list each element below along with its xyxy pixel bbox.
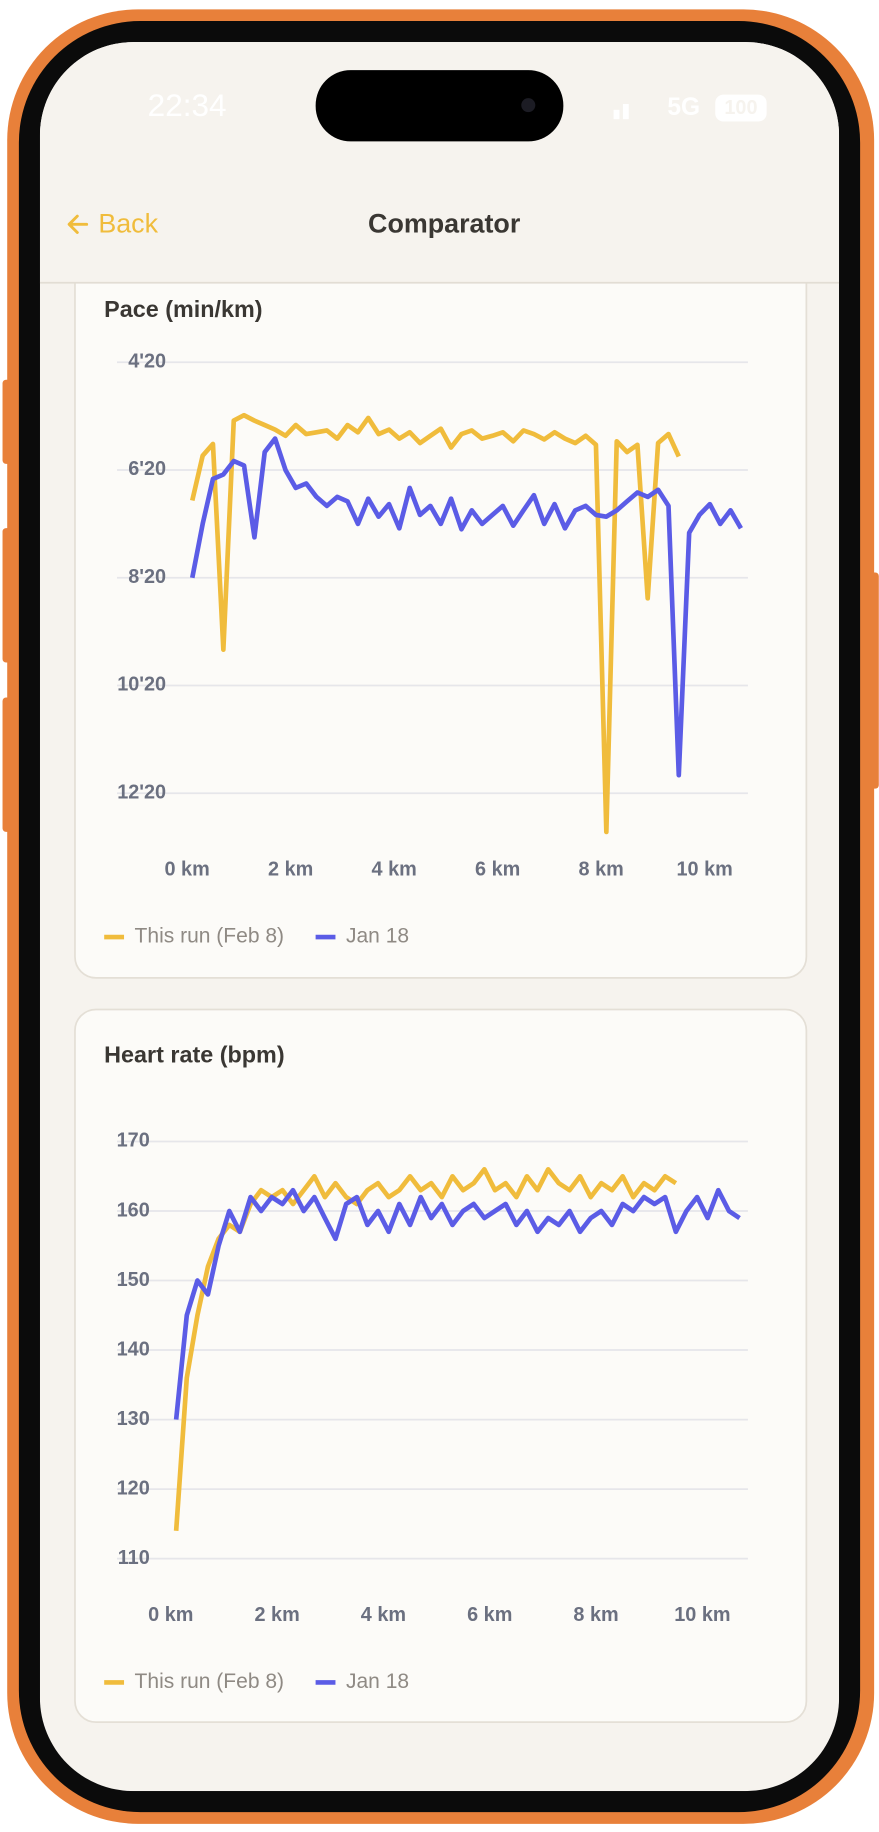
side-button	[2, 379, 12, 464]
legend-label: Jan 18	[346, 925, 409, 948]
x-tick-label: 6 km	[475, 859, 520, 881]
series-line	[173, 1166, 678, 1531]
series-line	[189, 412, 681, 835]
y-tick-label: 140	[117, 1338, 150, 1360]
legend-label: This run (Feb 8)	[135, 1670, 285, 1693]
y-tick-label: 160	[117, 1199, 150, 1221]
x-tick-label: 0 km	[148, 1604, 193, 1626]
signal-icon	[613, 109, 620, 120]
battery-level: 100	[724, 97, 757, 119]
camera	[521, 98, 536, 113]
legend-label: This run (Feb 8)	[135, 925, 285, 948]
x-tick-label: 6 km	[467, 1604, 512, 1626]
x-tick-label: 8 km	[573, 1604, 618, 1626]
x-tick-label: 10 km	[674, 1604, 730, 1626]
y-tick-label: 130	[117, 1408, 150, 1430]
pace-card: Pace (min/km) 4'20 6'20 8'20 10'20 12'20 0 km…	[74, 244, 808, 979]
y-tick-label: 8'20	[128, 566, 166, 588]
x-tick-label: 0 km	[164, 859, 209, 881]
y-tick-label: 110	[118, 1547, 150, 1569]
side-button	[2, 528, 12, 663]
side-button	[869, 572, 879, 789]
dynamic-island	[315, 70, 564, 142]
y-tick-label: 6'20	[128, 458, 166, 480]
back-arrow[interactable]	[67, 214, 89, 234]
y-tick-label: 12'20	[117, 781, 166, 803]
x-tick-label: 4 km	[361, 1604, 406, 1626]
x-tick-label: 8 km	[579, 859, 624, 881]
legend-label: Jan 18	[346, 1670, 409, 1693]
chart-title: Heart rate (bpm)	[104, 1041, 284, 1067]
side-button	[2, 697, 12, 832]
x-tick-label: 2 km	[268, 859, 313, 881]
series-line	[173, 1187, 741, 1420]
status-time: 22:34	[148, 87, 227, 123]
x-tick-label: 4 km	[372, 859, 417, 881]
heart-rate-card: Heart rate (bpm) 110 120 130 140 150 160 170 0 …	[74, 1008, 808, 1724]
card	[74, 1008, 808, 1724]
chart-title: Pace (min/km)	[104, 296, 262, 322]
battery	[715, 94, 767, 122]
y-tick-label: 10'20	[117, 674, 166, 696]
back-button[interactable]: Back	[67, 209, 159, 239]
nav-bar: 22:34 5G 100 Back Comparator	[39, 42, 840, 284]
signal-icon	[622, 103, 629, 120]
x-tick-label: 10 km	[677, 859, 733, 881]
network: 5G	[667, 94, 700, 121]
x-tick-label: 2 km	[254, 1604, 299, 1626]
y-tick-label: 150	[117, 1269, 150, 1291]
y-tick-label: 120	[117, 1477, 150, 1499]
y-tick-label: 4'20	[128, 350, 166, 372]
nav-title: Comparator	[368, 209, 521, 239]
back-label[interactable]: Back	[98, 209, 158, 239]
y-tick-label: 170	[117, 1130, 150, 1152]
series-line	[189, 436, 743, 778]
